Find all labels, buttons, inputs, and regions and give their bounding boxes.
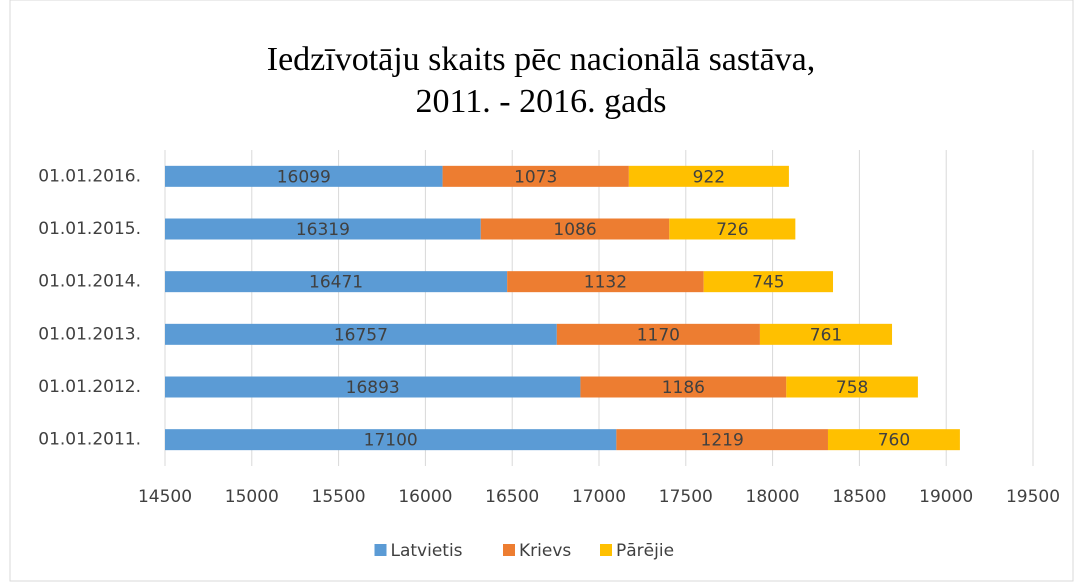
data-label: 16099 — [277, 167, 331, 187]
x-tick-label: 18000 — [746, 487, 800, 507]
bar-segment — [669, 218, 796, 240]
bar-segment — [628, 165, 789, 187]
y-tick-label: 01.01.2014. — [38, 272, 141, 292]
bar-segment — [759, 323, 893, 345]
bar-segment — [556, 323, 760, 345]
bar-segment — [165, 429, 617, 451]
x-tick-label: 17000 — [572, 487, 626, 507]
data-label: 1186 — [662, 378, 705, 398]
bar-segment — [165, 218, 481, 240]
bar-segment — [165, 271, 508, 293]
legend-label: Krievs — [519, 541, 571, 561]
data-label: 1086 — [553, 220, 596, 240]
data-label: 16319 — [296, 220, 350, 240]
data-label: 1132 — [584, 273, 627, 293]
bar-segment — [616, 429, 828, 451]
x-tick-label: 17500 — [659, 487, 713, 507]
data-label: 1170 — [637, 325, 680, 345]
data-label: 16757 — [334, 325, 388, 345]
data-label: 761 — [810, 325, 842, 345]
data-label: 726 — [716, 220, 748, 240]
bar-segment — [165, 376, 581, 398]
data-label: 1219 — [701, 431, 744, 451]
bar-segment — [165, 165, 443, 187]
y-tick-label: 01.01.2011. — [38, 430, 141, 450]
x-tick-label: 18500 — [832, 487, 886, 507]
x-tick-label: 19500 — [1006, 487, 1060, 507]
bar-segment — [480, 218, 670, 240]
y-tick-label: 01.01.2013. — [38, 324, 141, 344]
y-tick-label: 01.01.2012. — [38, 377, 141, 397]
bar-segment — [442, 165, 629, 187]
bar-segment — [580, 376, 787, 398]
data-label: 760 — [878, 431, 910, 451]
x-tick-label: 19000 — [919, 487, 973, 507]
data-label: 1073 — [514, 167, 557, 187]
x-tick-label: 16000 — [398, 487, 452, 507]
bar-segment — [507, 271, 704, 293]
legend-swatch — [503, 544, 515, 556]
chart-title: 2011. - 2016. gads — [416, 83, 667, 120]
legend-label: Pārējie — [616, 541, 674, 561]
bar-segment — [827, 429, 960, 451]
data-label: 745 — [752, 273, 784, 293]
y-tick-label: 01.01.2015. — [38, 219, 141, 239]
data-label: 922 — [693, 167, 725, 187]
y-tick-label: 01.01.2016. — [38, 166, 141, 186]
data-label: 17100 — [364, 431, 418, 451]
data-label: 16471 — [309, 273, 363, 293]
legend-swatch — [374, 544, 387, 556]
legend-label: Latvietis — [391, 541, 463, 561]
x-tick-label: 15500 — [312, 487, 366, 507]
bar-segment — [786, 376, 918, 398]
data-label: 758 — [836, 378, 868, 398]
legend-swatch — [600, 544, 612, 556]
bar-segment — [165, 323, 557, 345]
data-label: 16893 — [346, 378, 400, 398]
x-tick-label: 16500 — [485, 487, 539, 507]
x-tick-label: 14500 — [138, 487, 192, 507]
x-tick-label: 15000 — [225, 487, 279, 507]
bar-segment — [703, 271, 834, 293]
chart-title: Iedzīvotāju skaits pēc nacionālā sastāva… — [267, 41, 816, 78]
